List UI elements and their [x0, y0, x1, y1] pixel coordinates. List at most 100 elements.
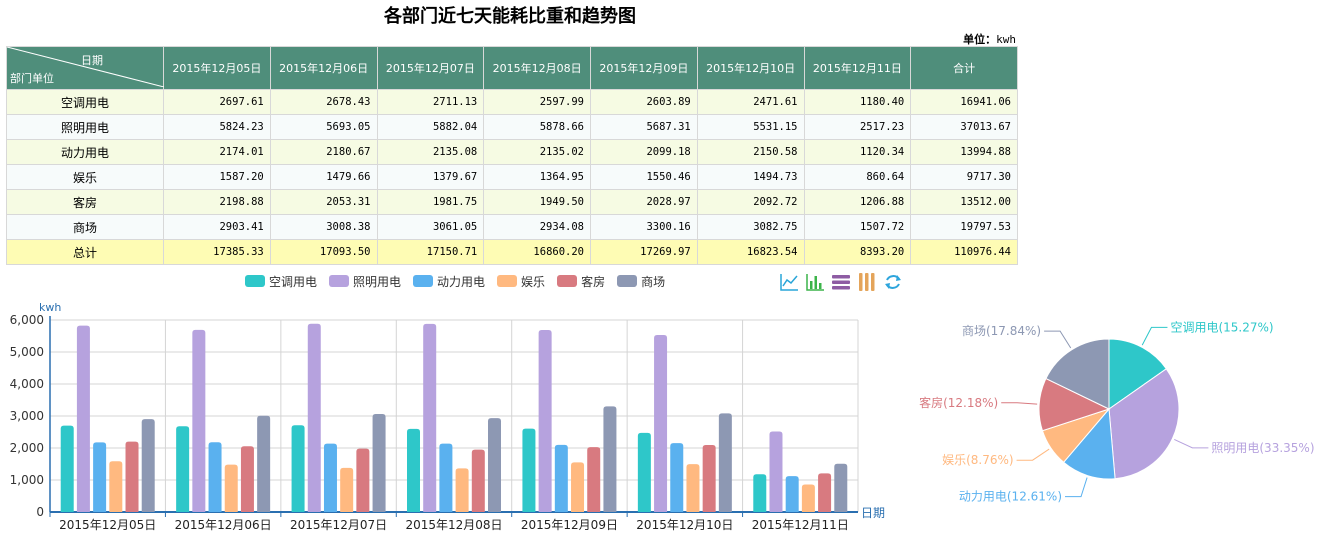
bar-娱乐[interactable]: [455, 468, 469, 512]
restore-icon[interactable]: [883, 272, 903, 292]
bar-照明用电[interactable]: [538, 330, 552, 512]
pie-label: 商场(17.84%): [962, 323, 1041, 338]
bar-娱乐[interactable]: [801, 484, 815, 512]
bar-商场[interactable]: [488, 418, 501, 512]
legend-item[interactable]: 娱乐: [497, 273, 545, 290]
bar-客房[interactable]: [702, 445, 716, 512]
row-value-cell: 13512.00: [910, 189, 1018, 215]
bar-娱乐[interactable]: [686, 464, 700, 512]
bar-商场[interactable]: [372, 414, 386, 512]
bar-娱乐[interactable]: [224, 464, 238, 512]
y-tick-label: 1,000: [10, 473, 44, 487]
bar-照明用电[interactable]: [423, 323, 437, 512]
bar-客房[interactable]: [125, 441, 139, 512]
bar-照明用电[interactable]: [192, 329, 206, 512]
line-chart-icon[interactable]: [779, 272, 799, 292]
page-title: 各部门近七天能耗比重和趋势图: [384, 6, 636, 27]
x-tick-label: 2015年12月05日: [59, 518, 156, 532]
bar-动力用电[interactable]: [323, 443, 337, 512]
table-corner-cell: 日期 部门单位: [6, 46, 164, 90]
pie-label-line: [1174, 438, 1209, 449]
x-tick-label: 2015年12月11日: [752, 518, 849, 532]
table-row: 照明用电 5824.23 5693.05 5882.04 5878.66 5687.31 5…: [6, 114, 1018, 140]
bar-chart: kwh 0 1,000 2,000 3,000 4,000 5,000 6,000 日期 2015…: [10, 301, 885, 532]
bar-娱乐[interactable]: [571, 462, 585, 512]
table-row: 总计 17385.33 17093.50 17150.71 16860.20 17269.…: [6, 239, 1018, 265]
bar-照明用电[interactable]: [769, 431, 783, 512]
bar-商场[interactable]: [718, 413, 732, 512]
legend-item[interactable]: 空调用电: [245, 273, 317, 290]
tiled-icon[interactable]: [857, 272, 877, 292]
legend-label: 商场: [641, 274, 666, 289]
row-dept-name: 客房: [6, 189, 164, 215]
unit-label: 单位：kwh: [963, 31, 1016, 47]
bar-动力用电[interactable]: [208, 442, 222, 512]
row-value-cell: 19797.53: [910, 214, 1018, 240]
row-value-cell: 1507.72: [803, 214, 912, 240]
bar-动力用电[interactable]: [93, 442, 107, 512]
row-value-cell: 5882.04: [376, 114, 485, 140]
row-value-cell: 1120.34: [803, 139, 912, 165]
chart-legend: 空调用电 照明用电 动力用电 娱乐 客房 商场: [245, 273, 677, 289]
bar-娱乐[interactable]: [340, 467, 354, 512]
bar-空调用电[interactable]: [637, 432, 651, 512]
bar-动力用电[interactable]: [439, 443, 453, 512]
y-tick-label: 0: [36, 505, 44, 519]
bar-商场[interactable]: [834, 463, 848, 512]
bar-照明用电[interactable]: [76, 325, 90, 512]
bar-客房[interactable]: [587, 447, 601, 512]
row-value-cell: 2934.08: [483, 214, 591, 240]
bar-商场[interactable]: [603, 406, 617, 512]
pie-slice-空调用电[interactable]: [1108, 338, 1168, 410]
row-dept-name: 商场: [6, 214, 164, 240]
row-value-cell: 1379.67: [376, 164, 485, 190]
pie-slice-商场[interactable]: [1045, 338, 1110, 410]
bar-客房[interactable]: [471, 449, 485, 512]
table-header-cell: 2015年12月09日: [590, 46, 698, 90]
row-dept-name: 空调用电: [6, 89, 164, 115]
legend-item[interactable]: 照明用电: [329, 273, 401, 290]
stack-icon[interactable]: [831, 272, 851, 292]
bar-动力用电[interactable]: [785, 476, 799, 512]
bar-客房[interactable]: [240, 446, 254, 512]
bar-商场[interactable]: [257, 415, 271, 512]
bar-空调用电[interactable]: [522, 428, 536, 512]
row-value-cell: 1479.66: [269, 164, 378, 190]
chart-toolbox: [779, 272, 909, 292]
legend-label: 照明用电: [353, 274, 402, 289]
legend-item[interactable]: 客房: [557, 273, 605, 290]
bar-娱乐[interactable]: [109, 461, 123, 512]
bar-chart-icon[interactable]: [805, 272, 825, 292]
x-axis-label: 日期: [861, 506, 885, 520]
bar-动力用电[interactable]: [670, 443, 684, 512]
row-value-cell: 2517.23: [803, 114, 912, 140]
energy-table: 日期 部门单位 2015年12月05日 2015年12月06日 2015年12月…: [6, 46, 1018, 265]
x-tick-label: 2015年12月08日: [405, 518, 502, 532]
bar-客房[interactable]: [356, 448, 370, 512]
row-value-cell: 2174.01: [163, 139, 271, 165]
bar-空调用电[interactable]: [176, 426, 190, 512]
legend-item[interactable]: 商场: [617, 273, 665, 290]
legend-swatch: [329, 275, 350, 287]
bar-空调用电[interactable]: [753, 474, 767, 512]
row-value-cell: 2198.88: [163, 189, 271, 215]
row-dept-name: 娱乐: [6, 164, 164, 190]
bar-照明用电[interactable]: [654, 335, 668, 512]
legend-item[interactable]: 动力用电: [413, 273, 485, 290]
bar-客房[interactable]: [818, 473, 832, 512]
bar-空调用电[interactable]: [60, 425, 74, 512]
bar-照明用电[interactable]: [307, 323, 321, 512]
y-tick-label: 2,000: [10, 441, 44, 455]
bar-商场[interactable]: [141, 419, 155, 512]
pie-label-line: [1065, 477, 1088, 498]
legend-swatch: [557, 275, 578, 287]
row-value-cell: 1949.50: [483, 189, 591, 215]
bar-空调用电[interactable]: [407, 428, 420, 512]
corner-diagonal: [7, 47, 164, 87]
row-value-cell: 8393.20: [803, 239, 912, 265]
row-value-cell: 17150.71: [376, 239, 485, 265]
row-value-cell: 17269.97: [590, 239, 698, 265]
pie-slice-照明用电[interactable]: [1108, 368, 1180, 480]
bar-空调用电[interactable]: [291, 425, 305, 512]
bar-动力用电[interactable]: [554, 444, 568, 512]
